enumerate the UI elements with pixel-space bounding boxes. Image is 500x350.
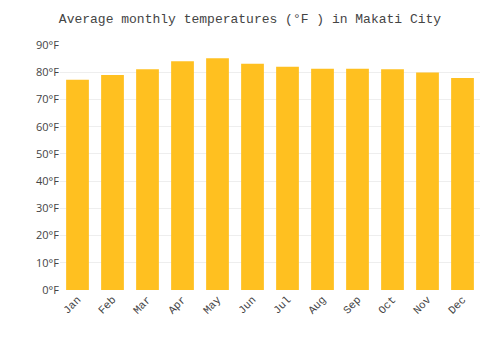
svg-text:40°F: 40°F bbox=[36, 173, 59, 188]
svg-text:30°F: 30°F bbox=[36, 200, 59, 215]
svg-text:60°F: 60°F bbox=[36, 119, 59, 134]
svg-text:20°F: 20°F bbox=[36, 227, 59, 242]
svg-text:Jan: Jan bbox=[61, 294, 83, 316]
svg-text:Dec: Dec bbox=[446, 294, 468, 316]
svg-text:Average monthly temperatures (: Average monthly temperatures (°F ) in Ma… bbox=[59, 12, 441, 27]
svg-text:50°F: 50°F bbox=[36, 146, 59, 161]
svg-text:Apr: Apr bbox=[166, 294, 188, 316]
svg-text:May: May bbox=[201, 294, 224, 317]
svg-text:Oct: Oct bbox=[376, 294, 398, 316]
svg-text:Sep: Sep bbox=[341, 294, 363, 316]
svg-text:Jun: Jun bbox=[236, 294, 258, 316]
svg-text:Jul: Jul bbox=[271, 294, 293, 316]
svg-text:0°F: 0°F bbox=[42, 282, 59, 297]
svg-text:Mar: Mar bbox=[131, 294, 153, 316]
svg-text:90°F: 90°F bbox=[36, 37, 59, 52]
svg-text:Aug: Aug bbox=[306, 294, 328, 316]
svg-text:70°F: 70°F bbox=[36, 91, 59, 106]
svg-text:Nov: Nov bbox=[411, 294, 434, 317]
svg-text:80°F: 80°F bbox=[36, 64, 59, 79]
svg-text:10°F: 10°F bbox=[36, 255, 59, 270]
svg-text:Feb: Feb bbox=[96, 294, 118, 316]
